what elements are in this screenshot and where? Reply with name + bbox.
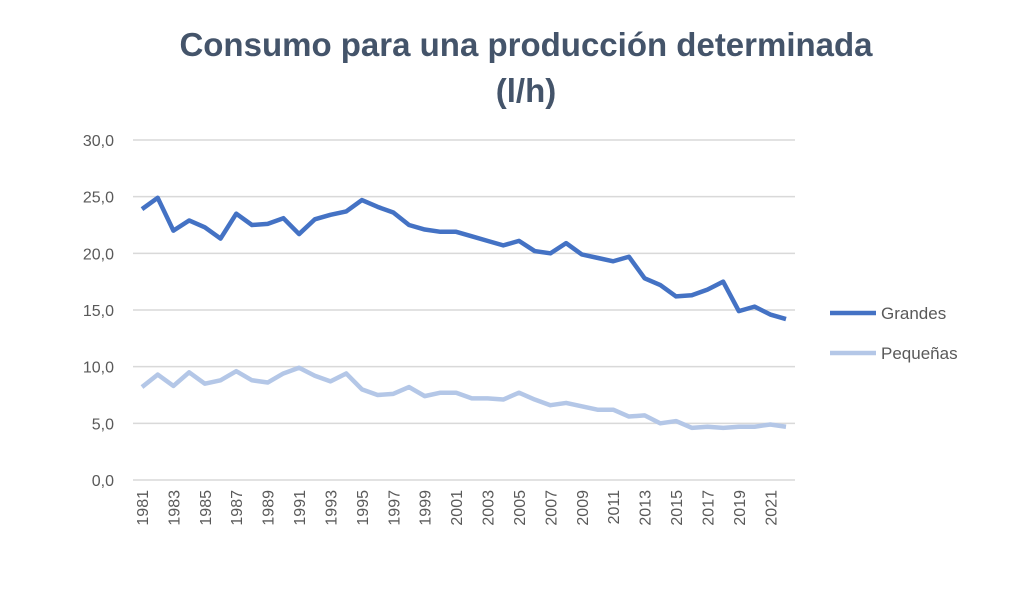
- x-tick-label: 1983: [166, 490, 183, 526]
- series-line-grandes: [140, 195, 787, 322]
- x-tick-label: 1997: [386, 490, 403, 526]
- x-tick-label: 2009: [575, 490, 592, 526]
- x-tick-label: 2019: [732, 490, 749, 526]
- legend-label: Pequeñas: [881, 344, 958, 363]
- y-tick-label: 0,0: [92, 473, 114, 490]
- x-tick-label: 1993: [323, 490, 340, 526]
- y-tick-label: 5,0: [92, 416, 114, 433]
- x-tick-label: 1981: [135, 490, 152, 526]
- x-tick-label: 2003: [481, 490, 498, 526]
- legend-label: Grandes: [881, 304, 946, 323]
- x-tick-label: 1991: [292, 490, 309, 526]
- chart-title-line-1: Consumo para una producción determinada: [179, 26, 873, 63]
- x-tick-label: 1995: [355, 490, 372, 526]
- y-tick-label: 25,0: [83, 190, 114, 207]
- x-tick-label: 2015: [669, 490, 686, 526]
- y-tick-label: 15,0: [83, 303, 114, 320]
- x-tick-label: 1989: [261, 490, 278, 526]
- x-tick-label: 2007: [543, 490, 560, 526]
- x-tick-label: 2021: [763, 490, 780, 526]
- x-tick-label: 1999: [418, 490, 435, 526]
- x-tick-label: 2005: [512, 490, 529, 526]
- x-tick-label: 2013: [638, 490, 655, 526]
- chart-title: Consumo para una producción determinada …: [0, 22, 1024, 114]
- x-tick-label: 2011: [606, 490, 623, 525]
- series-line-pequeñas: [140, 365, 787, 431]
- x-tick-label: 1987: [229, 490, 246, 526]
- y-tick-label: 30,0: [83, 133, 114, 150]
- x-tick-label: 1985: [198, 490, 215, 526]
- x-tick-label: 2017: [700, 490, 717, 526]
- y-tick-label: 10,0: [83, 360, 114, 377]
- x-tick-label: 2001: [449, 490, 466, 526]
- chart-title-line-2: (l/h): [495, 72, 557, 109]
- y-tick-label: 20,0: [83, 246, 114, 263]
